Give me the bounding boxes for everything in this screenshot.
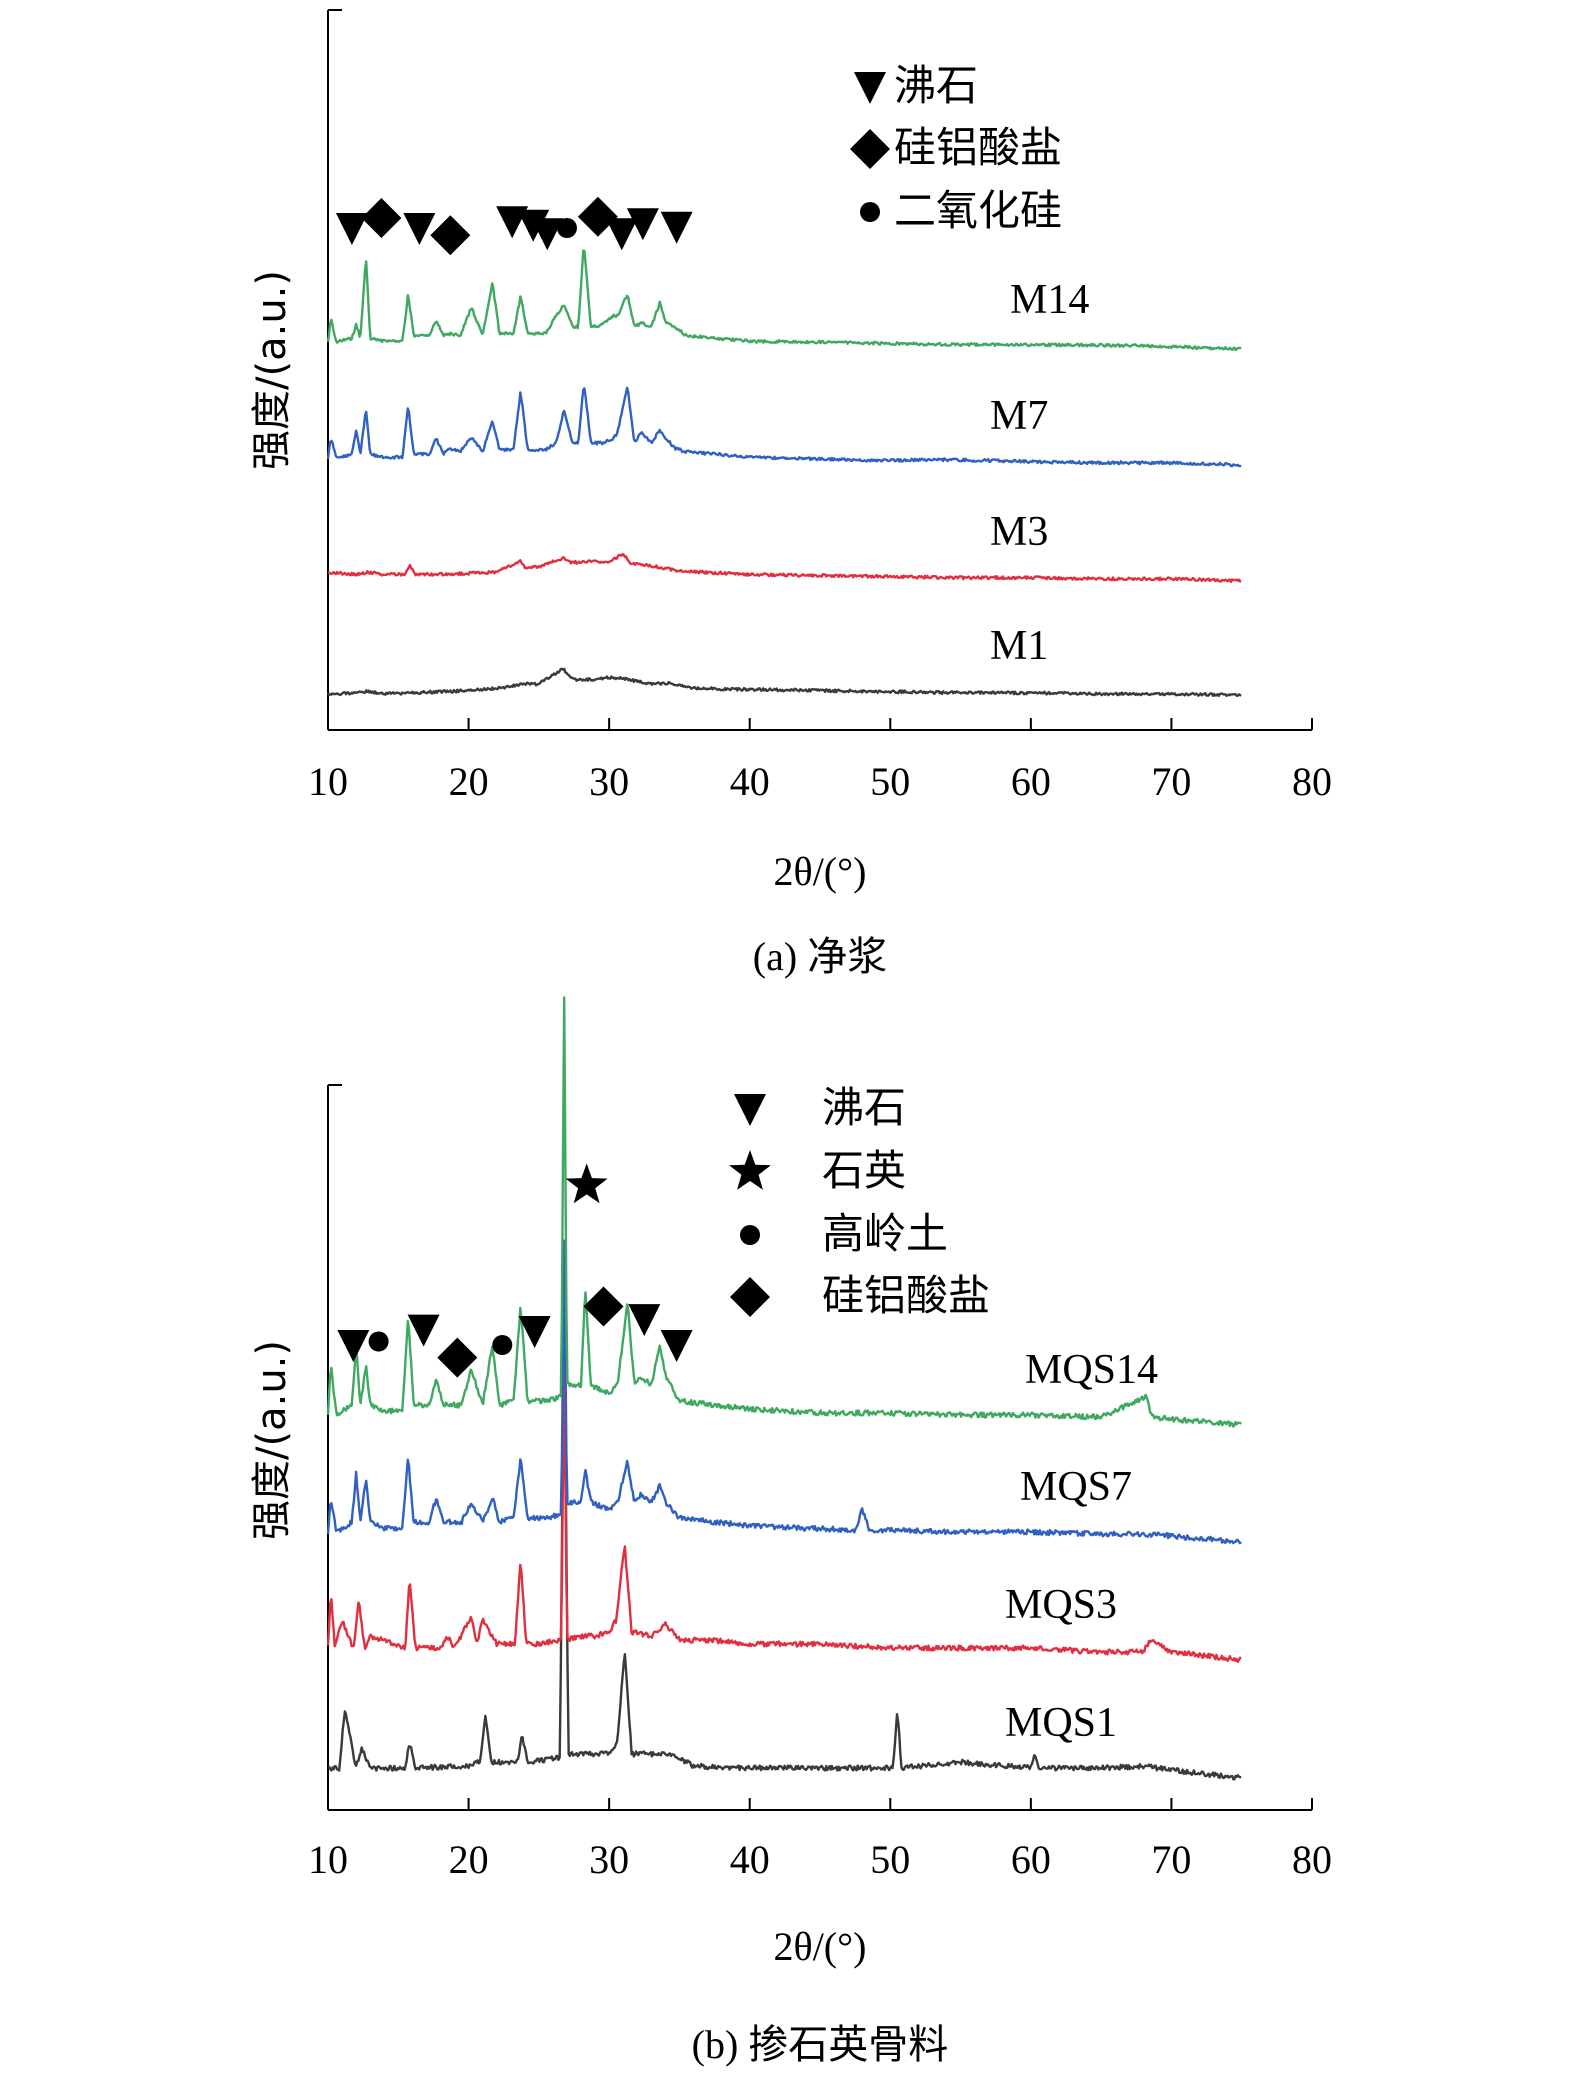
legend-label-3: 硅铝酸盐 (822, 1271, 990, 1320)
series-line-MQS3 (326, 1361, 1242, 1663)
x-tick-label-40: 40 (730, 1837, 770, 1882)
panel-caption: (b) 掺石英骨料 (692, 2022, 949, 2067)
x-tick-label-80: 80 (1292, 1837, 1332, 1882)
series-label-MQS14: MQS14 (1025, 1347, 1158, 1393)
x-tick-label-50: 50 (870, 759, 910, 804)
legend-label-1: 石英 (822, 1146, 906, 1195)
legend-circle-icon (860, 202, 880, 222)
peak-marker-triangle-down-icon (626, 208, 659, 241)
x-tick-label-40: 40 (730, 759, 770, 804)
series-line-M14 (326, 249, 1242, 352)
x-tick-label-70: 70 (1151, 759, 1191, 804)
peak-marker-triangle-down-icon (517, 209, 550, 242)
x-tick-label-20: 20 (449, 1837, 489, 1882)
series-line-MQS1 (327, 1308, 1242, 1781)
panel-b: 10 20 30 40 50 60 70 80 2θ/(°) 强度/(a.u.) (b) 掺石英骨料… (249, 996, 1332, 2067)
peak-marker-circle-icon (368, 1331, 389, 1352)
peak-marker-diamond-icon (583, 1286, 624, 1327)
x-tick-label-80: 80 (1292, 759, 1332, 804)
legend-label-0: 沸石 (822, 1083, 906, 1132)
peak-marker-triangle-down-icon (518, 1316, 551, 1348)
x-axis-label: 2θ/(°) (774, 1924, 867, 1969)
x-tick-label-10: 10 (308, 1837, 348, 1882)
peak-marker-triangle-down-icon (628, 1304, 661, 1337)
series-label-MQS7: MQS7 (1020, 1464, 1132, 1510)
legend-diamond-icon (850, 129, 890, 169)
peak-marker-triangle-down-icon (403, 213, 436, 245)
peak-marker-star-icon (565, 1163, 608, 1204)
peak-marker-triangle-down-icon (531, 218, 564, 251)
peak-marker-triangle-down-icon (605, 218, 638, 251)
legend-label-2: 二氧化硅 (894, 186, 1062, 235)
x-tick-label-20: 20 (449, 759, 489, 804)
series-line-MQS14 (326, 996, 1243, 1428)
peak-marker-triangle-down-icon (660, 211, 693, 244)
series-label-M1: M1 (990, 623, 1048, 669)
x-tick-label-60: 60 (1011, 759, 1051, 804)
series-line-M1 (326, 667, 1242, 698)
series-line-M7 (326, 386, 1242, 468)
peak-marker-triangle-down-icon (660, 1330, 693, 1362)
peak-marker-triangle-down-icon (337, 1330, 370, 1362)
legend-label-0: 沸石 (894, 61, 978, 110)
peak-marker-circle-icon (492, 1335, 513, 1355)
legend-triangle-down-icon (854, 72, 886, 104)
peak-marker-circle-icon (556, 218, 577, 238)
y-axis-label: 强度/(a.u.) (249, 1340, 295, 1540)
x-tick-label-50: 50 (870, 1837, 910, 1882)
peak-marker-diamond-icon (430, 215, 471, 256)
series-line-M3 (327, 552, 1242, 583)
x-axis-label: 2θ/(°) (774, 849, 867, 894)
peak-marker-triangle-down-icon (407, 1314, 440, 1347)
peak-marker-triangle-down-icon (335, 213, 368, 245)
legend-circle-icon (740, 1225, 760, 1245)
legend-label-1: 硅铝酸盐 (894, 123, 1062, 172)
x-tick-label-70: 70 (1151, 1837, 1191, 1882)
series-line-MQS7 (326, 1239, 1242, 1545)
peak-marker-diamond-icon (361, 198, 402, 238)
panel-a: 10 20 30 40 50 60 70 80 2θ/(°) 强度/(a.u.) (a) 净浆 M1 M… (249, 9, 1332, 979)
legend-star-icon (729, 1150, 771, 1190)
legend-triangle-down-icon (734, 1094, 766, 1126)
series-label-MQS3: MQS3 (1005, 1582, 1117, 1628)
peak-marker-diamond-icon (577, 196, 618, 237)
panel-caption: (a) 净浆 (753, 934, 887, 979)
series-label-MQS1: MQS1 (1005, 1700, 1117, 1746)
x-tick-label-60: 60 (1011, 1837, 1051, 1882)
series-label-M14: M14 (1010, 277, 1089, 323)
series-label-M3: M3 (990, 509, 1048, 555)
x-tick-label-30: 30 (589, 1837, 629, 1882)
peak-marker-diamond-icon (437, 1337, 478, 1378)
x-tick-label-30: 30 (589, 759, 629, 804)
y-axis-label: 强度/(a.u.) (249, 270, 295, 470)
series-label-M7: M7 (990, 393, 1048, 439)
x-tick-label-10: 10 (308, 759, 348, 804)
legend-diamond-icon (730, 1277, 770, 1317)
legend-label-2: 高岭土 (822, 1209, 948, 1258)
